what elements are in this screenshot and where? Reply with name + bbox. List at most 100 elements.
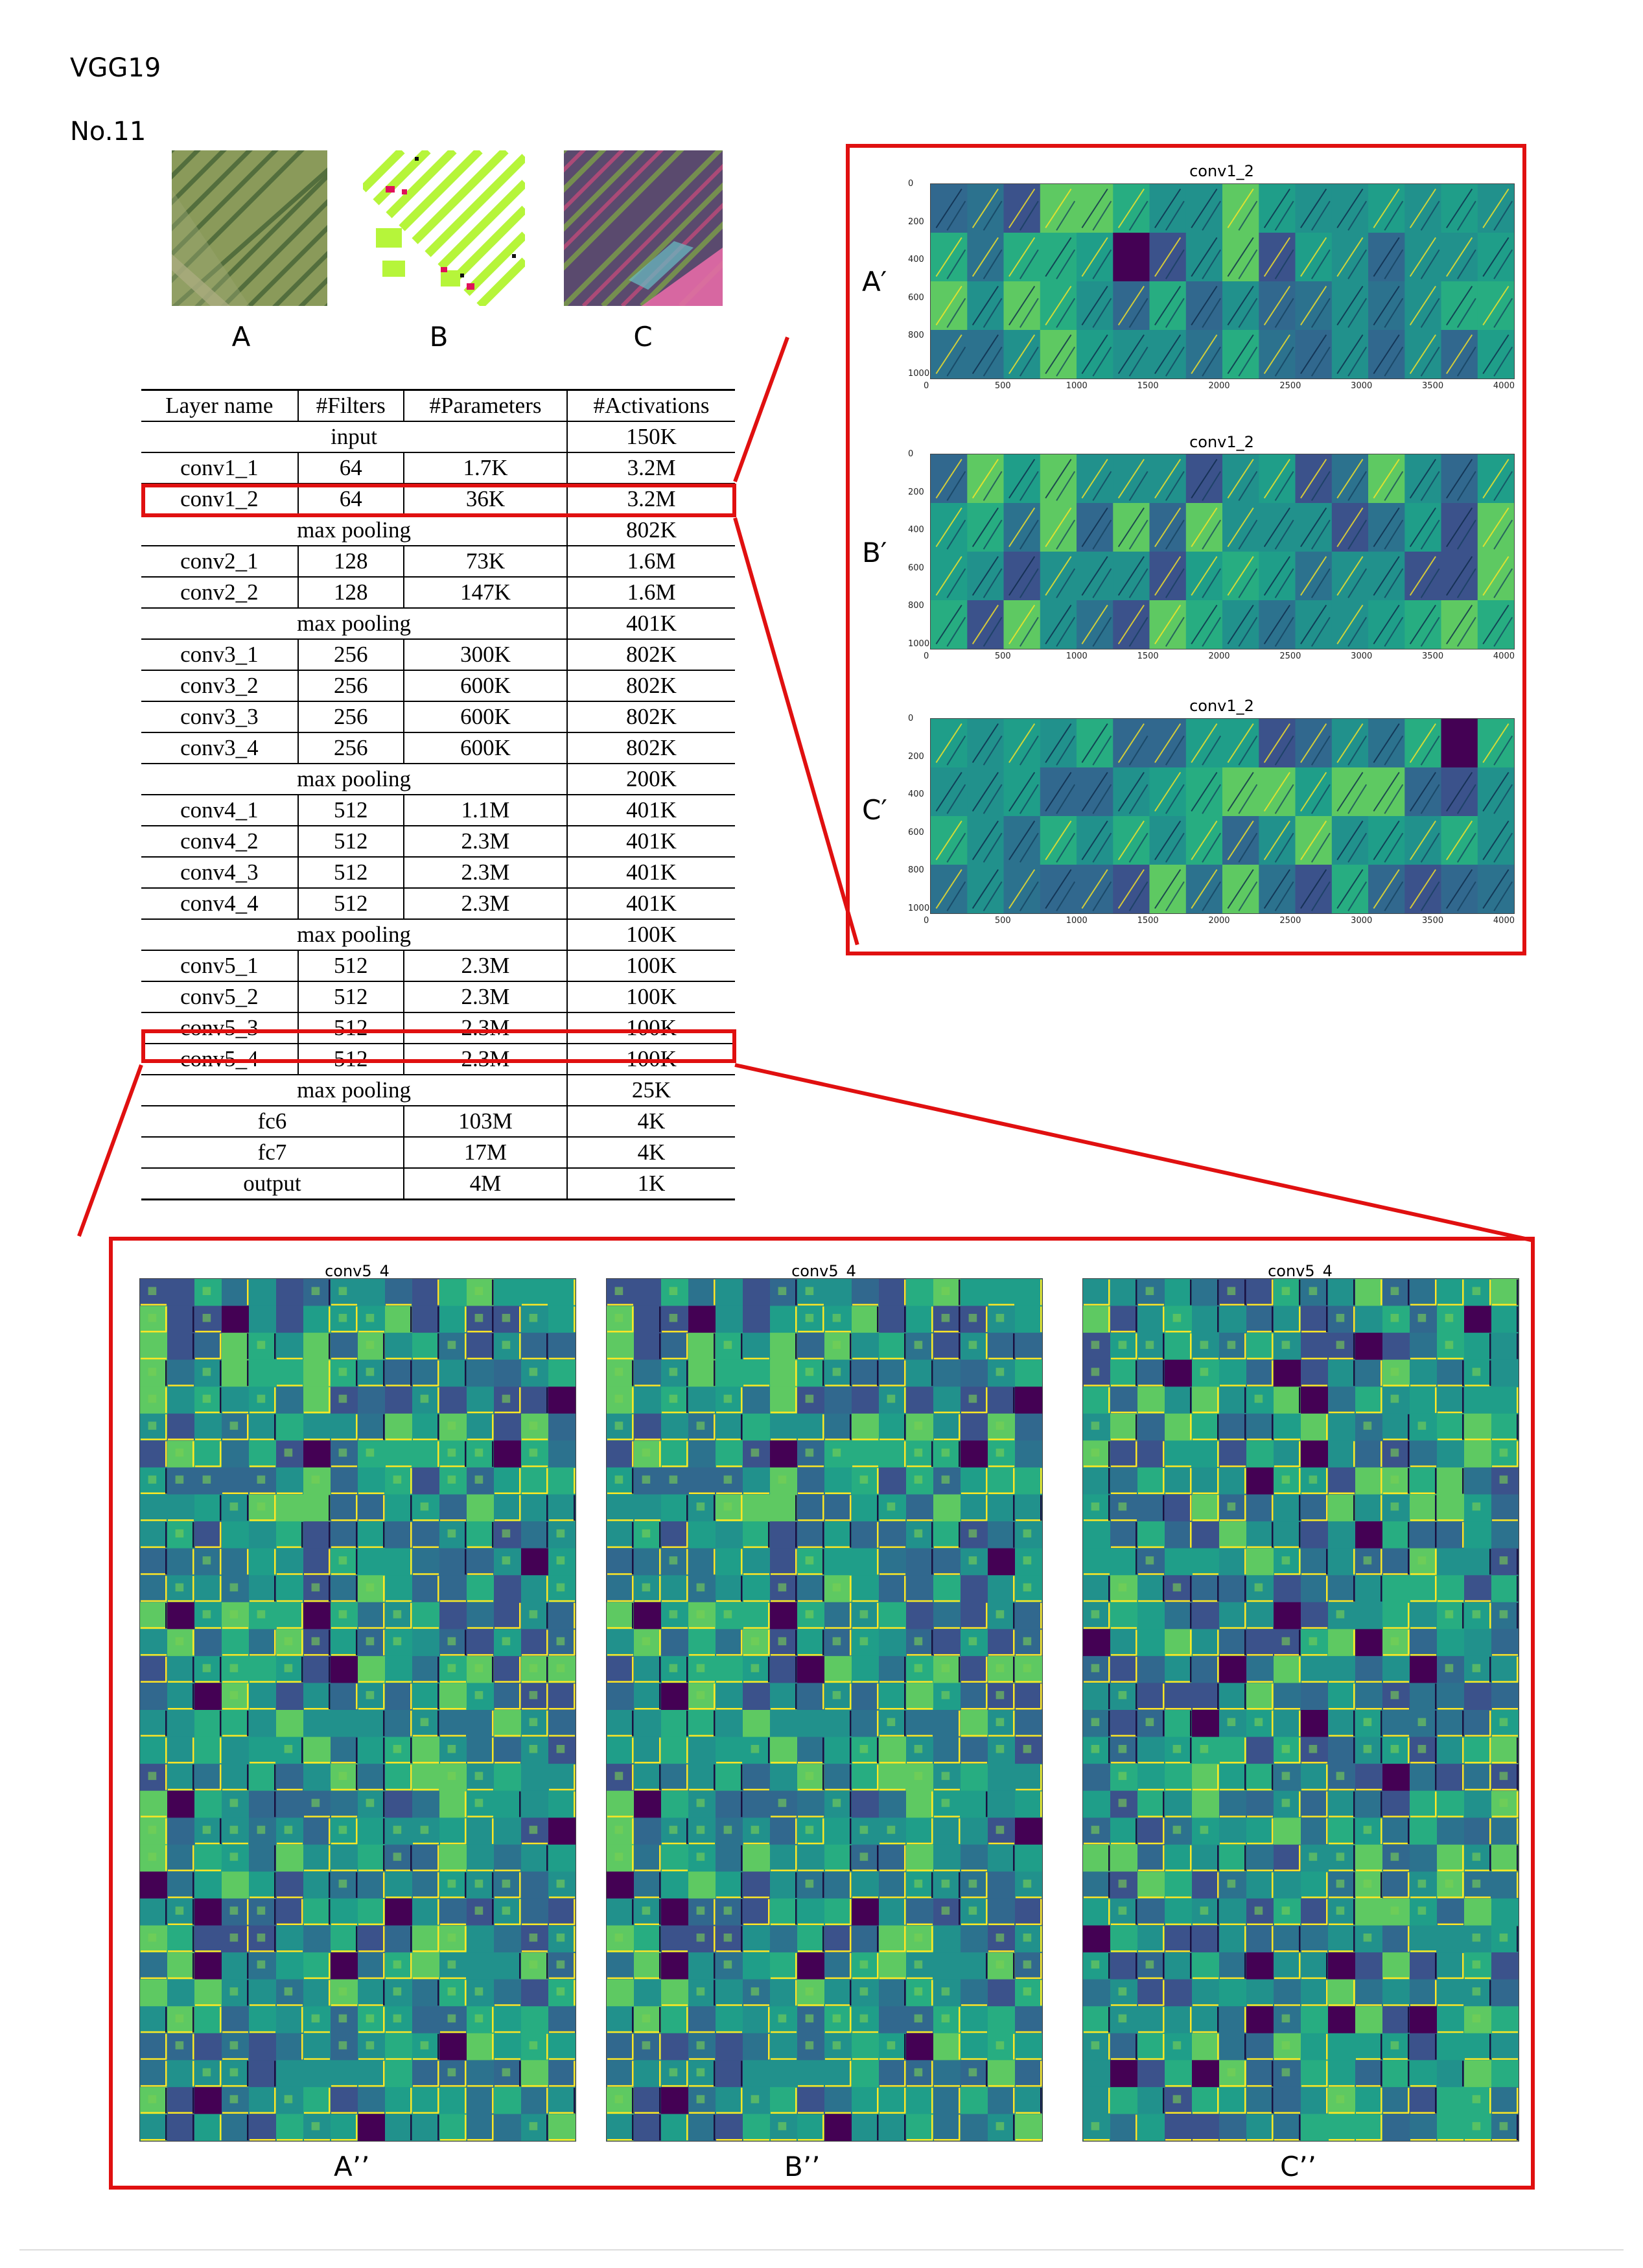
- cell-parameters: 2.3M: [403, 826, 568, 858]
- table-row: conv5_2 512 2.3M 100K: [141, 981, 735, 1013]
- cell-activations: 802K: [567, 701, 735, 733]
- x-tick-label: 4000: [1493, 381, 1515, 391]
- cell-parameters: 2.3M: [403, 857, 568, 889]
- cell-filters: 512: [297, 857, 404, 889]
- table-row: conv4_3 512 2.3M 401K: [141, 857, 735, 889]
- table-row: conv4_1 512 1.1M 401K: [141, 795, 735, 826]
- y-tick-label: 0: [908, 449, 914, 459]
- cell-parameters: 73K: [403, 546, 568, 578]
- feature-map-a-prime: [930, 183, 1515, 379]
- x-tick-label: 1000: [1066, 916, 1088, 926]
- cell-activations: 100K: [567, 981, 735, 1013]
- image-b-mask: [363, 150, 525, 306]
- cell-layer-name: conv4_3: [141, 857, 299, 889]
- cell-parameters: 17M: [403, 1137, 568, 1169]
- cell-activations: 4K: [567, 1106, 735, 1138]
- image-b-label: B: [429, 321, 449, 353]
- cell-activations: 1K: [567, 1168, 735, 1200]
- conv5-4-feature-panel: [109, 1237, 1535, 2190]
- cell-filters: 64: [297, 452, 404, 484]
- label-c-double-prime: C’’: [1280, 2151, 1317, 2182]
- x-tick-label: 4000: [1493, 916, 1515, 926]
- figure-number: No.11: [70, 117, 146, 146]
- label-b-prime: B′: [862, 537, 887, 568]
- x-tick-label: 2000: [1208, 651, 1230, 661]
- cell-layer-name: conv2_1: [141, 546, 299, 578]
- cell-layer-name: conv5_2: [141, 981, 299, 1013]
- y-tick-label: 1000: [908, 903, 930, 913]
- cell-activations: 25K: [567, 1075, 735, 1106]
- table-row: max pooling 25K: [141, 1075, 735, 1106]
- cell-layer-name: conv3_3: [141, 701, 299, 733]
- cell-filters: 64: [297, 484, 404, 515]
- cell-layer-name: max pooling: [141, 608, 568, 640]
- table-row: max pooling 401K: [141, 608, 735, 640]
- conv5-4-title-b: conv5_4: [791, 1262, 856, 1280]
- table-row: conv1_2 64 36K 3.2M: [141, 484, 735, 515]
- cell-activations: 802K: [567, 515, 735, 546]
- cell-layer-name: output: [141, 1168, 404, 1200]
- connector-top-lower: [733, 517, 859, 946]
- table-row: conv3_4 256 600K 802K: [141, 732, 735, 764]
- col-filters: #Filters: [297, 389, 404, 422]
- y-tick-label: 0: [908, 179, 914, 189]
- cell-parameters: 600K: [403, 732, 568, 764]
- cell-filters: 256: [297, 732, 404, 764]
- x-tick-label: 2500: [1279, 916, 1301, 926]
- feature-map-a-double-prime: [139, 1278, 576, 2142]
- conv1-2-feature-panel: [846, 144, 1526, 955]
- label-b-double-prime: B’’: [784, 2151, 821, 2182]
- x-tick-label: 1000: [1066, 651, 1088, 661]
- feature-map-b-double-prime: [606, 1278, 1043, 2142]
- y-tick-label: 800: [908, 331, 924, 341]
- table-row: conv3_2 256 600K 802K: [141, 670, 735, 702]
- cell-activations: 100K: [567, 1012, 735, 1044]
- table-row: output 4M 1K: [141, 1168, 735, 1200]
- cell-parameters: 2.3M: [403, 888, 568, 920]
- connector-bottom-left: [77, 1064, 143, 1237]
- vgg19-layer-table: Layer name #Filters #Parameters #Activat…: [141, 389, 735, 1200]
- conv5-4-title-a: conv5_4: [325, 1262, 390, 1280]
- cell-layer-name: conv3_4: [141, 732, 299, 764]
- cell-layer-name: max pooling: [141, 764, 568, 795]
- cell-parameters: 1.1M: [403, 795, 568, 826]
- cell-parameters: 2.3M: [403, 981, 568, 1013]
- feature-map-b-prime: [930, 454, 1515, 649]
- cell-activations: 3.2M: [567, 484, 735, 515]
- x-tick-label: 2500: [1279, 381, 1301, 391]
- table-row: max pooling 802K: [141, 515, 735, 546]
- cell-parameters: 103M: [403, 1106, 568, 1138]
- cell-parameters: 147K: [403, 577, 568, 609]
- feature-map-c-double-prime: [1082, 1278, 1519, 2142]
- cell-filters: 128: [297, 546, 404, 578]
- cell-activations: 3.2M: [567, 452, 735, 484]
- cell-layer-name: max pooling: [141, 515, 568, 546]
- cell-layer-name: conv4_1: [141, 795, 299, 826]
- x-tick-label: 4000: [1493, 651, 1515, 661]
- cell-layer-name: max pooling: [141, 1075, 568, 1106]
- table-row: conv3_1 256 300K 802K: [141, 639, 735, 671]
- cell-parameters: 600K: [403, 701, 568, 733]
- highlight-conv5-4: [141, 1029, 736, 1063]
- conv5-4-title-c: conv5_4: [1268, 1262, 1333, 1280]
- cell-layer-name: conv4_4: [141, 888, 299, 920]
- y-tick-label: 400: [908, 789, 924, 800]
- cell-parameters: 1.7K: [403, 452, 568, 484]
- cell-activations: 401K: [567, 795, 735, 826]
- x-tick-label: 1500: [1137, 381, 1159, 391]
- table-row: input 150K: [141, 421, 735, 453]
- x-tick-label: 2000: [1208, 916, 1230, 926]
- table-row: conv1_1 64 1.7K 3.2M: [141, 452, 735, 484]
- cell-activations: 200K: [567, 764, 735, 795]
- cell-activations: 1.6M: [567, 546, 735, 578]
- cell-activations: 4K: [567, 1137, 735, 1169]
- conv1-2-title-a: conv1_2: [1189, 162, 1254, 180]
- cell-layer-name: conv1_2: [141, 484, 299, 515]
- x-tick-label: 0: [924, 651, 929, 661]
- cell-parameters: 300K: [403, 639, 568, 671]
- x-tick-label: 1000: [1066, 381, 1088, 391]
- connector-top-upper: [733, 336, 789, 483]
- table-row: fc7 17M 4K: [141, 1137, 735, 1169]
- table-row: fc6 103M 4K: [141, 1106, 735, 1138]
- x-tick-label: 3000: [1351, 381, 1373, 391]
